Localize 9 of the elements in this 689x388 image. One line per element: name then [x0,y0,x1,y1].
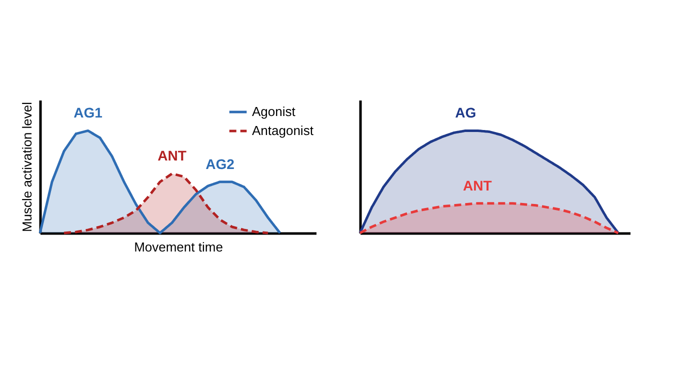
annotation: AG2 [206,156,235,172]
legend-label: Antagonist [252,123,314,138]
series-label: AG [455,104,476,121]
annotation: ANT [158,148,187,164]
series-label: ANT [463,177,492,194]
legend-label: Agonist [252,104,296,119]
y-axis-title: Muscle activation level [20,102,34,232]
x-axis-title: Movement time [134,240,223,254]
text: AG1 [74,104,103,121]
